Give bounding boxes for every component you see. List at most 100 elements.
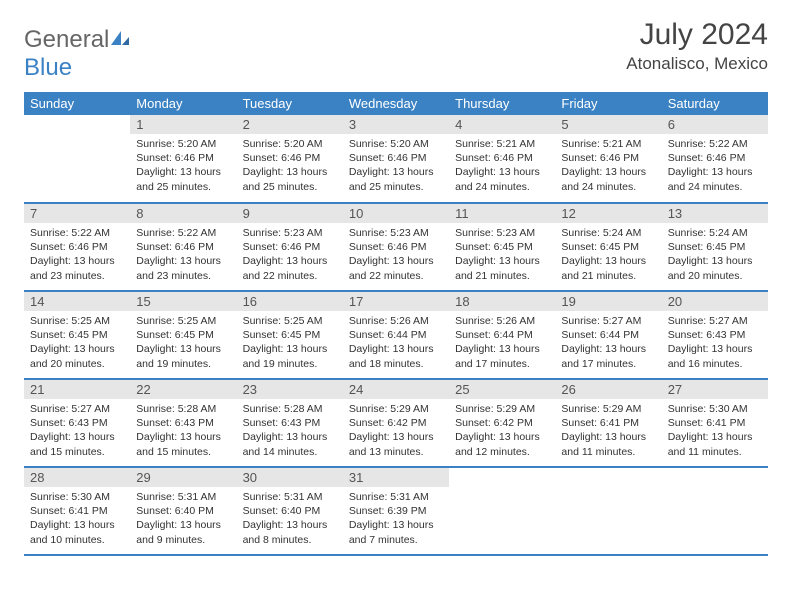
day-details: Sunrise: 5:31 AMSunset: 6:39 PMDaylight:… — [343, 487, 449, 553]
calendar-cell: 19Sunrise: 5:27 AMSunset: 6:44 PMDayligh… — [555, 291, 661, 379]
day-number: 10 — [343, 204, 449, 223]
calendar-cell: 27Sunrise: 5:30 AMSunset: 6:41 PMDayligh… — [662, 379, 768, 467]
day-number: 11 — [449, 204, 555, 223]
calendar-cell: 20Sunrise: 5:27 AMSunset: 6:43 PMDayligh… — [662, 291, 768, 379]
day-number: 29 — [130, 468, 236, 487]
day-number: 24 — [343, 380, 449, 399]
day-header: Thursday — [449, 92, 555, 115]
day-number: 14 — [24, 292, 130, 311]
day-number: 9 — [237, 204, 343, 223]
calendar-cell: 28Sunrise: 5:30 AMSunset: 6:41 PMDayligh… — [24, 467, 130, 555]
day-header: Friday — [555, 92, 661, 115]
calendar-row: 14Sunrise: 5:25 AMSunset: 6:45 PMDayligh… — [24, 291, 768, 379]
day-header: Sunday — [24, 92, 130, 115]
day-number: 16 — [237, 292, 343, 311]
day-number: 22 — [130, 380, 236, 399]
calendar-row: 28Sunrise: 5:30 AMSunset: 6:41 PMDayligh… — [24, 467, 768, 555]
day-details: Sunrise: 5:23 AMSunset: 6:45 PMDaylight:… — [449, 223, 555, 289]
calendar-cell: 10Sunrise: 5:23 AMSunset: 6:46 PMDayligh… — [343, 203, 449, 291]
calendar-cell: 24Sunrise: 5:29 AMSunset: 6:42 PMDayligh… — [343, 379, 449, 467]
day-number: 31 — [343, 468, 449, 487]
day-details: Sunrise: 5:24 AMSunset: 6:45 PMDaylight:… — [555, 223, 661, 289]
header: GeneralBlue July 2024 Atonalisco, Mexico — [24, 18, 768, 82]
calendar-header-row: SundayMondayTuesdayWednesdayThursdayFrid… — [24, 92, 768, 115]
day-number — [662, 468, 768, 487]
calendar-cell: 1Sunrise: 5:20 AMSunset: 6:46 PMDaylight… — [130, 115, 236, 203]
day-number — [555, 468, 661, 487]
day-details: Sunrise: 5:23 AMSunset: 6:46 PMDaylight:… — [237, 223, 343, 289]
calendar-cell: 4Sunrise: 5:21 AMSunset: 6:46 PMDaylight… — [449, 115, 555, 203]
calendar-body: 1Sunrise: 5:20 AMSunset: 6:46 PMDaylight… — [24, 115, 768, 555]
day-details: Sunrise: 5:28 AMSunset: 6:43 PMDaylight:… — [130, 399, 236, 465]
calendar-cell: 14Sunrise: 5:25 AMSunset: 6:45 PMDayligh… — [24, 291, 130, 379]
calendar-cell: 16Sunrise: 5:25 AMSunset: 6:45 PMDayligh… — [237, 291, 343, 379]
day-number: 17 — [343, 292, 449, 311]
day-details: Sunrise: 5:26 AMSunset: 6:44 PMDaylight:… — [343, 311, 449, 377]
calendar-cell: 18Sunrise: 5:26 AMSunset: 6:44 PMDayligh… — [449, 291, 555, 379]
calendar-cell: 17Sunrise: 5:26 AMSunset: 6:44 PMDayligh… — [343, 291, 449, 379]
logo-text: GeneralBlue — [24, 26, 131, 82]
day-number: 15 — [130, 292, 236, 311]
day-details: Sunrise: 5:25 AMSunset: 6:45 PMDaylight:… — [24, 311, 130, 377]
calendar-cell: 13Sunrise: 5:24 AMSunset: 6:45 PMDayligh… — [662, 203, 768, 291]
day-number: 12 — [555, 204, 661, 223]
day-details: Sunrise: 5:25 AMSunset: 6:45 PMDaylight:… — [237, 311, 343, 377]
day-details: Sunrise: 5:30 AMSunset: 6:41 PMDaylight:… — [662, 399, 768, 465]
day-number: 13 — [662, 204, 768, 223]
day-details: Sunrise: 5:24 AMSunset: 6:45 PMDaylight:… — [662, 223, 768, 289]
day-details: Sunrise: 5:28 AMSunset: 6:43 PMDaylight:… — [237, 399, 343, 465]
calendar-cell — [24, 115, 130, 203]
day-details: Sunrise: 5:20 AMSunset: 6:46 PMDaylight:… — [130, 134, 236, 200]
day-number: 20 — [662, 292, 768, 311]
calendar-cell: 26Sunrise: 5:29 AMSunset: 6:41 PMDayligh… — [555, 379, 661, 467]
day-number: 7 — [24, 204, 130, 223]
calendar-cell — [449, 467, 555, 555]
day-number: 21 — [24, 380, 130, 399]
day-details: Sunrise: 5:20 AMSunset: 6:46 PMDaylight:… — [237, 134, 343, 200]
day-details: Sunrise: 5:30 AMSunset: 6:41 PMDaylight:… — [24, 487, 130, 553]
day-number: 8 — [130, 204, 236, 223]
day-number: 30 — [237, 468, 343, 487]
day-number: 28 — [24, 468, 130, 487]
day-details: Sunrise: 5:21 AMSunset: 6:46 PMDaylight:… — [555, 134, 661, 200]
day-details: Sunrise: 5:27 AMSunset: 6:44 PMDaylight:… — [555, 311, 661, 377]
calendar-cell: 15Sunrise: 5:25 AMSunset: 6:45 PMDayligh… — [130, 291, 236, 379]
calendar-cell — [555, 467, 661, 555]
day-number: 6 — [662, 115, 768, 134]
day-number — [449, 468, 555, 487]
day-details: Sunrise: 5:22 AMSunset: 6:46 PMDaylight:… — [24, 223, 130, 289]
calendar-cell: 23Sunrise: 5:28 AMSunset: 6:43 PMDayligh… — [237, 379, 343, 467]
day-number: 23 — [237, 380, 343, 399]
logo: GeneralBlue — [24, 26, 131, 82]
day-number: 5 — [555, 115, 661, 134]
calendar-cell: 6Sunrise: 5:22 AMSunset: 6:46 PMDaylight… — [662, 115, 768, 203]
calendar-cell: 11Sunrise: 5:23 AMSunset: 6:45 PMDayligh… — [449, 203, 555, 291]
calendar-cell: 2Sunrise: 5:20 AMSunset: 6:46 PMDaylight… — [237, 115, 343, 203]
title-block: July 2024 Atonalisco, Mexico — [626, 18, 768, 74]
day-number: 19 — [555, 292, 661, 311]
calendar-cell: 25Sunrise: 5:29 AMSunset: 6:42 PMDayligh… — [449, 379, 555, 467]
day-number: 2 — [237, 115, 343, 134]
calendar-row: 21Sunrise: 5:27 AMSunset: 6:43 PMDayligh… — [24, 379, 768, 467]
calendar-cell: 8Sunrise: 5:22 AMSunset: 6:46 PMDaylight… — [130, 203, 236, 291]
day-number: 26 — [555, 380, 661, 399]
day-details: Sunrise: 5:22 AMSunset: 6:46 PMDaylight:… — [662, 134, 768, 200]
day-number: 1 — [130, 115, 236, 134]
calendar-cell: 5Sunrise: 5:21 AMSunset: 6:46 PMDaylight… — [555, 115, 661, 203]
day-details: Sunrise: 5:29 AMSunset: 6:42 PMDaylight:… — [343, 399, 449, 465]
calendar-cell: 30Sunrise: 5:31 AMSunset: 6:40 PMDayligh… — [237, 467, 343, 555]
day-details: Sunrise: 5:21 AMSunset: 6:46 PMDaylight:… — [449, 134, 555, 200]
calendar-cell: 31Sunrise: 5:31 AMSunset: 6:39 PMDayligh… — [343, 467, 449, 555]
calendar-cell: 9Sunrise: 5:23 AMSunset: 6:46 PMDaylight… — [237, 203, 343, 291]
day-header: Monday — [130, 92, 236, 115]
calendar-cell: 12Sunrise: 5:24 AMSunset: 6:45 PMDayligh… — [555, 203, 661, 291]
day-number: 4 — [449, 115, 555, 134]
day-header: Tuesday — [237, 92, 343, 115]
day-details: Sunrise: 5:20 AMSunset: 6:46 PMDaylight:… — [343, 134, 449, 200]
calendar-cell: 3Sunrise: 5:20 AMSunset: 6:46 PMDaylight… — [343, 115, 449, 203]
day-number — [24, 115, 130, 134]
day-number: 27 — [662, 380, 768, 399]
logo-text-blue: Blue — [24, 54, 72, 81]
sail-icon — [109, 26, 131, 54]
calendar-cell: 7Sunrise: 5:22 AMSunset: 6:46 PMDaylight… — [24, 203, 130, 291]
